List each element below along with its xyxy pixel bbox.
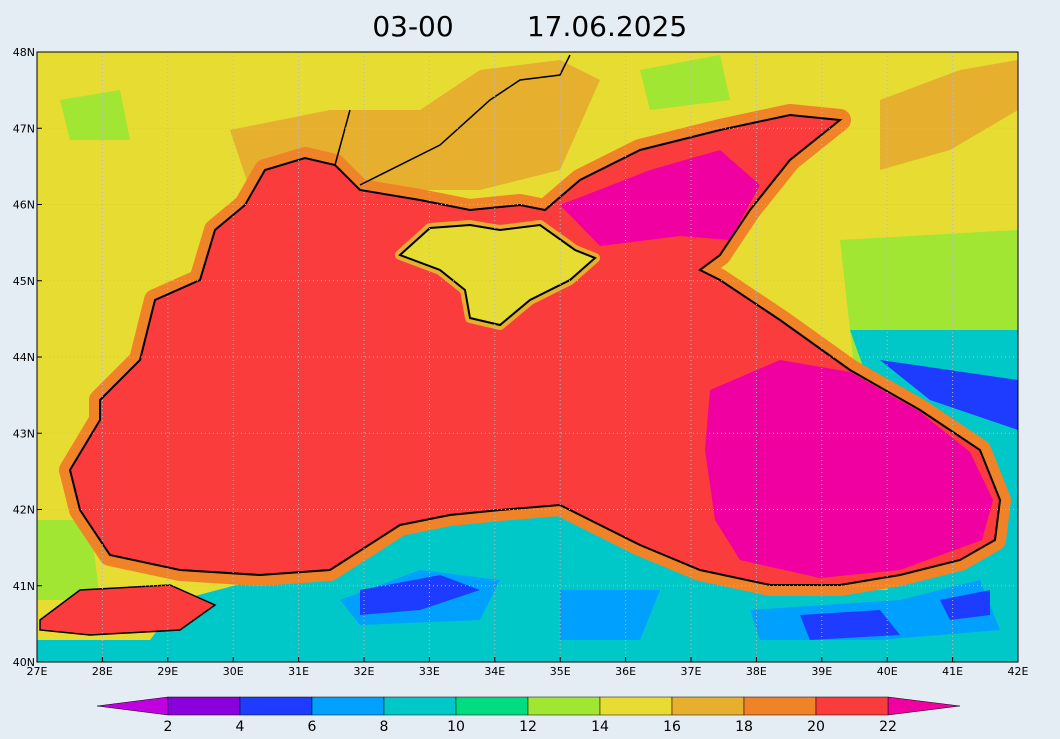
colorbar-label: 10 bbox=[447, 719, 465, 735]
colorbar-label: 4 bbox=[236, 719, 245, 735]
map: 27E 28E 29E 30E 31E 32E 33E 34E 35E 36E 37E 38E 39E 4… bbox=[13, 46, 1029, 678]
colorbar-segment bbox=[167, 696, 241, 716]
lon-label: 41E bbox=[942, 665, 963, 678]
lat-label: 44N bbox=[13, 351, 35, 364]
colorbar-label: 18 bbox=[735, 719, 753, 735]
lat-label: 48N bbox=[13, 46, 35, 59]
land-orange bbox=[230, 60, 1018, 190]
colorbar-label: 20 bbox=[807, 719, 825, 735]
lat-label: 41N bbox=[13, 580, 35, 593]
title-date: 17.06.2025 bbox=[527, 10, 687, 43]
lon-label: 27E bbox=[27, 665, 48, 678]
lon-label: 29E bbox=[157, 665, 178, 678]
marmara bbox=[39, 584, 217, 636]
lon-label: 32E bbox=[354, 665, 375, 678]
rivers bbox=[334, 54, 571, 186]
colorbar: 2 4 6 8 10 12 14 16 18 20 22 bbox=[96, 696, 961, 735]
lat-label: 43N bbox=[13, 427, 35, 440]
lon-label: 40E bbox=[877, 665, 898, 678]
land-green bbox=[37, 55, 730, 600]
colorbar-segment bbox=[239, 696, 313, 716]
colorbar-segment bbox=[671, 696, 745, 716]
lon-label: 35E bbox=[550, 665, 571, 678]
lon-label: 42E bbox=[1008, 665, 1029, 678]
colorbar-segment bbox=[527, 696, 601, 716]
land-blue bbox=[360, 575, 990, 640]
lat-label: 47N bbox=[13, 122, 35, 135]
colorbar-label: 6 bbox=[308, 719, 317, 735]
lat-label: 46N bbox=[13, 199, 35, 212]
frame bbox=[36, 51, 1019, 663]
title-time: 03-00 bbox=[372, 10, 453, 43]
lon-label: 31E bbox=[288, 665, 309, 678]
colorbar-segment bbox=[455, 696, 529, 716]
lat-label: 42N bbox=[13, 504, 35, 517]
lat-label: 40N bbox=[13, 656, 35, 669]
colorbar-label: 12 bbox=[519, 719, 537, 735]
lon-label: 39E bbox=[811, 665, 832, 678]
lon-label: 33E bbox=[419, 665, 440, 678]
colorbar-label: 22 bbox=[879, 719, 897, 735]
sea-magenta bbox=[560, 150, 993, 578]
colorbar-label: 8 bbox=[380, 719, 389, 735]
lon-label: 38E bbox=[746, 665, 767, 678]
colorbar-label: 2 bbox=[164, 719, 173, 735]
field bbox=[37, 52, 1018, 662]
lon-label: 37E bbox=[681, 665, 702, 678]
lon-label: 36E bbox=[615, 665, 636, 678]
colorbar-segment bbox=[383, 696, 457, 716]
colorbar-label: 14 bbox=[591, 719, 609, 735]
lat-label: 45N bbox=[13, 275, 35, 288]
land-blue-east bbox=[880, 360, 1018, 430]
colorbar-label: 16 bbox=[663, 719, 681, 735]
colorbar-segment bbox=[743, 696, 817, 716]
colorbar-segment bbox=[311, 696, 385, 716]
lon-label: 34E bbox=[484, 665, 505, 678]
crimea-coast bbox=[398, 223, 597, 327]
coastline bbox=[68, 113, 1002, 586]
lon-label: 30E bbox=[223, 665, 244, 678]
colorbar-segment bbox=[599, 696, 673, 716]
colorbar-segment bbox=[815, 696, 889, 716]
lon-label: 28E bbox=[92, 665, 113, 678]
